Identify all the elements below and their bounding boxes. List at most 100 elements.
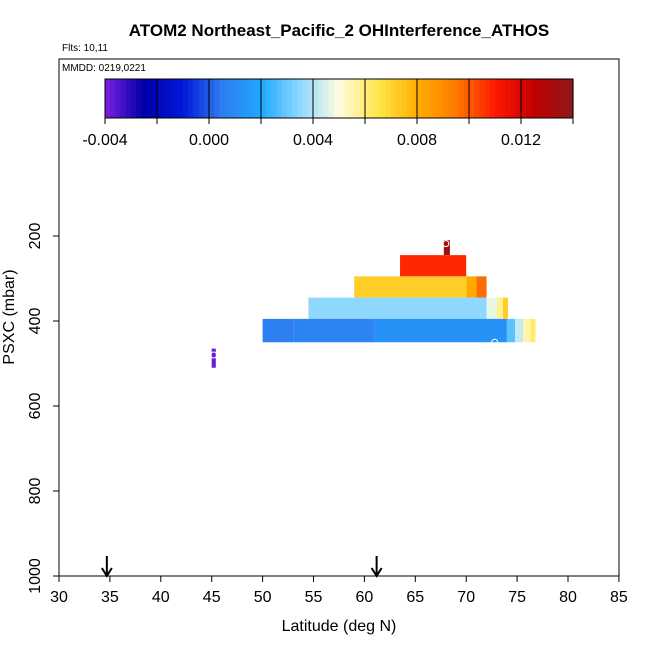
cell-15 — [523, 318, 531, 343]
data-cells — [211, 240, 536, 368]
colorbar-segment — [287, 79, 293, 118]
colorbar-segment — [531, 79, 538, 118]
colorbar-segment — [214, 79, 220, 118]
point-2 — [491, 338, 499, 346]
x-tick-label: 45 — [203, 589, 221, 606]
y-tick-label: 800 — [27, 478, 44, 505]
x-tick-label: 60 — [356, 589, 374, 606]
colorbar-segment — [193, 79, 200, 118]
colorbar-segment — [339, 79, 345, 118]
colorbar-segment — [281, 79, 288, 118]
colorbar-segment — [469, 79, 475, 118]
colorbar-segment — [188, 79, 194, 118]
colorbar-segment — [162, 79, 168, 118]
colorbar-segment — [458, 79, 465, 118]
cell-1 — [443, 240, 450, 256]
chart-title: ATOM2 Northeast_Pacific_2 OHInterference… — [129, 21, 549, 40]
colorbar-segment — [115, 79, 122, 118]
x-tick-label: 85 — [610, 589, 628, 606]
colorbar-segment — [313, 79, 319, 118]
colorbar-segment — [552, 79, 558, 118]
point-1 — [442, 240, 450, 248]
cell-16 — [530, 318, 536, 343]
colorbar-segment — [380, 79, 387, 118]
y-tick-label: 400 — [27, 308, 44, 335]
colorbar: -0.004 0.000 0.004 0.008 0.012 — [82, 78, 574, 149]
colorbar-segment — [292, 79, 298, 118]
flights-note: Flts: 10,11 — [62, 43, 108, 54]
colorbar-segment — [521, 79, 527, 118]
colorbar-segment — [183, 79, 189, 118]
colorbar-segment — [349, 79, 356, 118]
colorbar-segment — [323, 79, 330, 118]
cell-7 — [486, 297, 497, 319]
cell-4 — [466, 276, 477, 298]
cell-9 — [502, 297, 508, 319]
colorbar-segment — [396, 79, 402, 118]
colorbar-segment — [375, 79, 382, 118]
colorbar-segment — [365, 79, 371, 118]
colorbar-segment — [536, 79, 543, 118]
flight-arrows — [100, 556, 383, 578]
colorbar-segment — [302, 79, 309, 118]
x-tick-label: 35 — [101, 589, 119, 606]
colorbar-segment — [427, 79, 434, 118]
colorbar-segment — [417, 79, 423, 118]
colorbar-segment — [422, 79, 428, 118]
colorbar-segment — [495, 79, 501, 118]
colorbar-segment — [541, 79, 548, 118]
x-tick-label: 30 — [50, 589, 68, 606]
x-tick-label: 50 — [254, 589, 272, 606]
colorbar-segment — [489, 79, 496, 118]
colorbar-segment — [261, 79, 267, 118]
plot-frame — [58, 58, 620, 577]
colorbar-segment — [250, 79, 257, 118]
colorbar-segment — [432, 79, 439, 118]
y-tick-label: 1000 — [27, 558, 44, 594]
colorbar-segment — [255, 79, 262, 118]
colorbar-segment — [526, 79, 532, 118]
colorbar-segment — [125, 79, 132, 118]
y-tick-label: 600 — [27, 393, 44, 420]
cell-12 — [374, 318, 507, 343]
colorbar-segment — [359, 79, 366, 118]
colorbar-tick-label: -0.004 — [82, 132, 127, 149]
colorbar-segment — [203, 79, 210, 118]
colorbar-segment — [318, 79, 324, 118]
colorbar-segment — [219, 79, 226, 118]
colorbar-segment — [354, 79, 361, 118]
colorbar-segment — [557, 79, 564, 118]
colorbar-segment — [240, 79, 246, 118]
arrow-flight-11 — [370, 556, 383, 578]
x-axis: 30 35 40 45 50 55 60 65 70 75 80 85 — [50, 576, 628, 606]
colorbar-segment — [484, 79, 491, 118]
colorbar-tick-label: 0.012 — [501, 132, 541, 149]
colorbar-segment — [157, 79, 163, 118]
colorbar-tick-label: 0.000 — [189, 132, 229, 149]
colorbar-segment — [172, 79, 179, 118]
colorbar-segment — [474, 79, 480, 118]
colorbar-segment — [229, 79, 236, 118]
cell-10 — [262, 318, 294, 343]
colorbar-segment — [448, 79, 454, 118]
colorbar-tick-label: 0.008 — [397, 132, 437, 149]
colorbar-segment — [479, 79, 486, 118]
colorbar-segment — [136, 79, 142, 118]
colorbar-segment — [177, 79, 184, 118]
colorbar-segment — [131, 79, 137, 118]
cell-13 — [506, 318, 516, 343]
colorbar-segment — [297, 79, 304, 118]
colorbar-segment — [307, 79, 314, 118]
colorbar-segment — [437, 79, 444, 118]
cell-2 — [400, 255, 467, 277]
y-tick-label: 200 — [27, 223, 44, 250]
colorbar-segment — [515, 79, 522, 118]
x-tick-label: 55 — [305, 589, 323, 606]
colorbar-segment — [266, 79, 272, 118]
colorbar-tick-label: 0.004 — [293, 132, 333, 149]
colorbar-segment — [463, 79, 470, 118]
colorbar-segment — [411, 79, 418, 118]
data-markers — [210, 240, 499, 359]
colorbar-segment — [370, 79, 376, 118]
cell-11 — [293, 318, 375, 343]
